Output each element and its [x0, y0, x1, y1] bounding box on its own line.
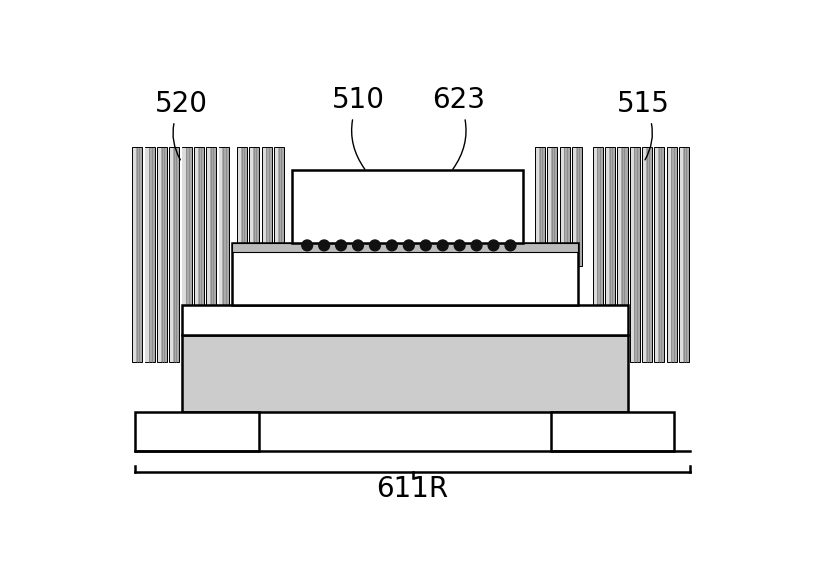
Bar — [263, 148, 266, 265]
Circle shape — [352, 240, 364, 251]
Bar — [643, 148, 646, 361]
Bar — [593, 147, 603, 363]
Text: 626: 626 — [378, 261, 431, 289]
Circle shape — [319, 240, 329, 251]
Bar — [182, 148, 186, 361]
Bar — [195, 148, 198, 361]
Bar — [250, 148, 254, 265]
Text: 627: 627 — [378, 306, 431, 334]
Text: 625: 625 — [378, 360, 431, 388]
Bar — [274, 147, 284, 266]
Bar — [655, 148, 658, 361]
Bar — [606, 148, 609, 361]
Circle shape — [403, 240, 415, 251]
Bar — [536, 148, 539, 265]
Bar — [145, 148, 149, 361]
Bar — [157, 147, 167, 363]
Text: 632: 632 — [586, 418, 640, 446]
Text: 611R: 611R — [377, 475, 449, 503]
Bar — [262, 147, 272, 266]
Bar — [630, 147, 640, 363]
Bar — [232, 243, 578, 305]
Bar — [219, 148, 222, 361]
Bar — [194, 147, 204, 363]
Bar — [250, 147, 259, 266]
Text: 520: 520 — [155, 90, 209, 160]
Bar — [169, 147, 179, 363]
Text: 515: 515 — [617, 90, 670, 160]
Bar — [132, 147, 142, 363]
Bar — [275, 148, 278, 265]
Bar — [667, 148, 671, 361]
Bar — [181, 305, 628, 335]
Bar — [667, 147, 677, 363]
Bar — [181, 335, 628, 413]
Circle shape — [369, 240, 380, 251]
Bar — [238, 148, 241, 265]
Bar — [594, 148, 597, 361]
Circle shape — [454, 240, 465, 251]
Bar — [618, 148, 621, 361]
Circle shape — [438, 240, 448, 251]
Circle shape — [471, 240, 482, 251]
Bar — [560, 147, 570, 266]
Bar — [535, 147, 545, 266]
Bar — [605, 147, 615, 363]
Bar — [680, 148, 683, 361]
Circle shape — [488, 240, 499, 251]
Bar — [144, 147, 154, 363]
Bar — [631, 148, 634, 361]
Text: 631: 631 — [171, 418, 223, 446]
Text: 633: 633 — [381, 193, 433, 221]
Circle shape — [302, 240, 313, 251]
Bar — [232, 243, 578, 253]
Bar — [291, 170, 523, 243]
Bar — [237, 147, 247, 266]
Circle shape — [420, 240, 431, 251]
Circle shape — [505, 240, 516, 251]
Bar — [572, 147, 582, 266]
Bar — [551, 413, 675, 451]
Bar — [573, 148, 576, 265]
Text: 623: 623 — [433, 86, 485, 169]
Text: 510: 510 — [333, 86, 385, 169]
Bar — [158, 148, 161, 361]
Bar — [135, 413, 259, 451]
Bar — [548, 147, 557, 266]
Circle shape — [336, 240, 346, 251]
Bar — [218, 147, 228, 363]
Bar — [561, 148, 563, 265]
Bar — [679, 147, 689, 363]
Circle shape — [387, 240, 397, 251]
Bar — [181, 147, 191, 363]
Bar — [617, 147, 627, 363]
Bar — [548, 148, 551, 265]
Bar — [133, 148, 136, 361]
Bar — [207, 148, 210, 361]
Bar — [170, 148, 173, 361]
Bar — [642, 147, 652, 363]
Bar — [206, 147, 216, 363]
Bar — [654, 147, 664, 363]
